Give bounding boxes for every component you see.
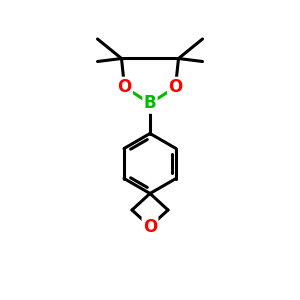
- Text: B: B: [144, 94, 156, 112]
- Text: O: O: [168, 78, 183, 96]
- Text: O: O: [143, 218, 157, 236]
- Text: O: O: [117, 78, 132, 96]
